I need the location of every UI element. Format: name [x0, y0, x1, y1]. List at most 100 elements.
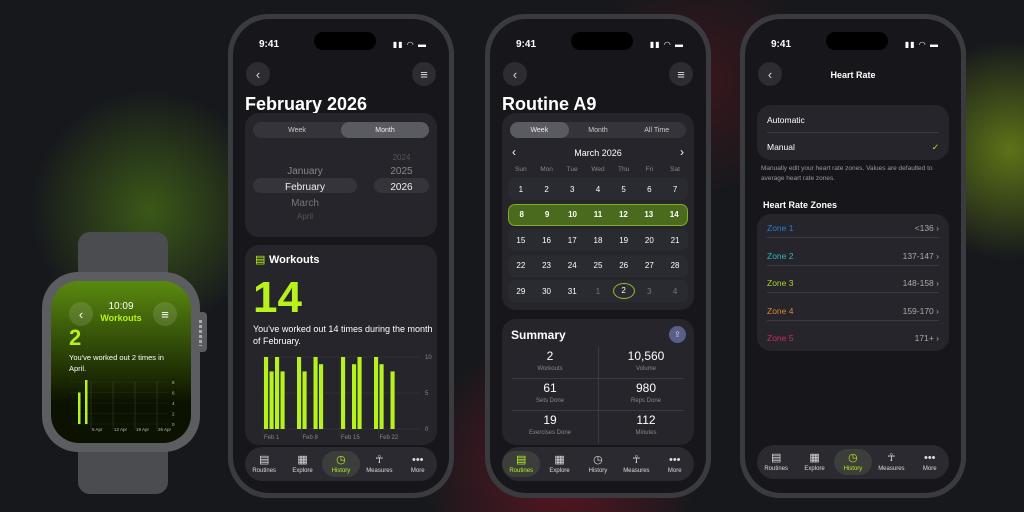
back-button[interactable]: ‹ — [69, 302, 93, 326]
tab-more[interactable]: ••• More — [399, 451, 437, 477]
tab-routines[interactable]: ▤ Routines — [757, 449, 795, 475]
segment-month[interactable]: Month — [588, 126, 608, 134]
tab-routines[interactable]: ▤ Routines — [502, 451, 541, 477]
zone-range-value: 137-147 — [902, 250, 934, 261]
stat-label: Volume — [635, 366, 656, 372]
calendar-day[interactable]: 12 — [618, 210, 628, 219]
year-option[interactable]: 2025 — [390, 166, 413, 177]
zone-row[interactable]: Zone 2 137-147 › — [767, 251, 939, 261]
tab-measures[interactable]: ☥ Measures — [360, 451, 398, 477]
back-button[interactable]: ‹ — [246, 62, 270, 86]
calendar-day[interactable]: 16 — [542, 235, 551, 245]
next-month-button[interactable]: › — [680, 145, 684, 159]
status-icons: ▮▮ ◠ ▬ — [392, 40, 427, 49]
zone-name: Zone 1 — [767, 223, 794, 233]
mode-label: Automatic — [767, 115, 805, 125]
tab-explore[interactable]: ▦ Explore — [284, 451, 322, 477]
year-wheel[interactable]: 2024 2025 2026 — [374, 151, 429, 196]
zone-row[interactable]: Zone 4 159-170 › — [767, 306, 939, 316]
calendar-day[interactable]: 14 — [669, 210, 679, 219]
calendar-day[interactable]: 28 — [670, 261, 680, 270]
calendar-day[interactable]: 15 — [516, 235, 526, 245]
calendar-week-row[interactable]: 15 16 17 18 19 20 21 — [508, 229, 688, 251]
calendar-day[interactable]: 17 — [567, 235, 577, 245]
share-button[interactable]: ⇪ — [669, 326, 686, 343]
calendar-day[interactable]: 10 — [568, 210, 577, 219]
calendar-day[interactable]: 22 — [516, 261, 526, 270]
calendar-day[interactable]: 20 — [644, 235, 654, 245]
calendar-day-today[interactable]: 2 — [612, 283, 635, 299]
mode-manual[interactable]: Manual ✓ — [767, 142, 939, 153]
tab-routines[interactable]: ▤ Routines — [245, 451, 283, 477]
calendar-week-row[interactable]: 29 30 31 1 2 3 4 — [508, 280, 688, 302]
calendar-day[interactable]: 23 — [542, 261, 551, 270]
calendar-day[interactable]: 31 — [567, 286, 577, 296]
month-wheel[interactable]: January February March April — [253, 164, 357, 221]
calendar-day[interactable]: 1 — [518, 184, 524, 194]
tab-history[interactable]: ◷ History — [321, 451, 360, 477]
tab-history[interactable]: ◷ History — [579, 451, 617, 477]
year-option[interactable]: 2024 — [392, 153, 411, 162]
calendar-week-row[interactable]: 1 2 3 4 5 6 7 — [508, 178, 688, 200]
previous-month-button[interactable]: ‹ — [512, 145, 516, 159]
zone-row[interactable]: Zone 5 171+ › — [767, 333, 939, 343]
calendar-day[interactable]: 27 — [644, 261, 654, 270]
zone-row[interactable]: Zone 1 <136 › — [767, 223, 939, 233]
segment-week[interactable]: Week — [288, 126, 306, 134]
tab-explore[interactable]: ▦ Explore — [541, 451, 579, 477]
calendar-day[interactable]: 24 — [567, 261, 577, 270]
calendar-day[interactable]: 1 — [595, 286, 601, 296]
calendar-day[interactable]: 26 — [619, 261, 629, 270]
x-tick-label: Feb 1 — [264, 435, 280, 441]
segment-month[interactable]: Month — [341, 122, 429, 138]
calendar-week-row[interactable]: 8 9 10 11 12 13 14 — [508, 203, 688, 226]
month-option[interactable]: January — [287, 166, 323, 177]
tab-history[interactable]: ◷ History — [833, 449, 872, 475]
calendar-day[interactable]: 4 — [672, 286, 678, 296]
tab-more[interactable]: ••• More — [656, 451, 694, 477]
tab-bar: ▤ Routines ▦ Explore ◷ History ☥ Measures ••• Mor… — [245, 447, 437, 481]
calendar-day[interactable]: 9 — [544, 210, 550, 219]
calendar-day[interactable]: 3 — [570, 184, 575, 194]
tab-explore[interactable]: ▦ Explore — [796, 449, 834, 475]
calendar-day[interactable]: 29 — [516, 286, 526, 296]
calendar-day[interactable]: 7 — [672, 184, 678, 194]
calendar-day[interactable]: 18 — [593, 235, 603, 245]
segment-week[interactable]: Week — [510, 122, 569, 138]
calendar-day[interactable]: 19 — [619, 235, 629, 245]
month-option[interactable]: April — [296, 212, 313, 221]
calendar-day[interactable]: 4 — [595, 184, 601, 194]
filter-button[interactable]: ≡ — [669, 62, 693, 86]
period-segmented-control[interactable]: Week Month All Time — [510, 122, 686, 138]
calendar-day[interactable]: 25 — [593, 261, 603, 270]
segment-all-time[interactable]: All Time — [644, 126, 670, 134]
page-title: Heart Rate — [830, 70, 876, 80]
calendar-day[interactable]: 13 — [644, 210, 654, 219]
back-button[interactable]: ‹ — [503, 62, 527, 86]
calendar-day[interactable]: 3 — [647, 286, 652, 296]
calendar-day[interactable]: 30 — [542, 286, 551, 296]
filter-button[interactable]: ≡ — [412, 62, 436, 86]
x-tick-label: 5 Apr — [92, 427, 103, 432]
calendar-day[interactable]: 21 — [670, 235, 680, 245]
year-option-selected[interactable]: 2026 — [390, 182, 413, 193]
mode-automatic[interactable]: Automatic — [767, 115, 939, 125]
tab-measures[interactable]: ☥ Measures — [872, 449, 910, 475]
calendar-day[interactable]: 11 — [593, 210, 603, 219]
month-option[interactable]: March — [291, 198, 319, 209]
calendar-day[interactable]: 8 — [519, 210, 524, 219]
filter-button[interactable]: ≡ — [153, 302, 177, 326]
calendar-day[interactable]: 2 — [544, 184, 549, 194]
tab-more[interactable]: ••• More — [911, 449, 949, 475]
calendar-week-row[interactable]: 22 23 24 25 26 27 28 — [508, 254, 688, 277]
zone-row[interactable]: Zone 3 148-158 › — [767, 278, 939, 288]
month-option-selected[interactable]: February — [284, 182, 325, 193]
back-button[interactable]: ‹ — [758, 62, 782, 86]
period-segmented-control[interactable]: Week Month — [253, 122, 429, 138]
weekday-label: Mon — [540, 165, 553, 173]
calendar-day[interactable]: 5 — [621, 184, 626, 194]
calendar-day[interactable]: 6 — [647, 184, 652, 194]
status-time: 9:41 — [516, 39, 537, 50]
tab-measures[interactable]: ☥ Measures — [617, 451, 655, 477]
dynamic-island — [314, 32, 376, 50]
